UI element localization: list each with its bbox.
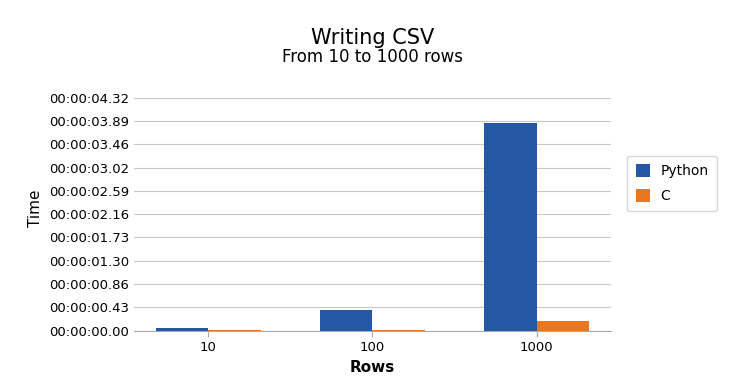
X-axis label: Rows: Rows	[350, 359, 395, 375]
Bar	[372, 329, 425, 331]
Bar	[320, 310, 372, 331]
Bar	[156, 328, 209, 331]
Y-axis label: Time: Time	[28, 189, 43, 227]
Bar	[484, 123, 536, 331]
Legend: Python, C: Python, C	[627, 156, 717, 212]
Text: From 10 to 1000 rows: From 10 to 1000 rows	[282, 48, 463, 66]
Title: Writing CSV: Writing CSV	[311, 28, 434, 48]
Bar	[536, 321, 589, 331]
